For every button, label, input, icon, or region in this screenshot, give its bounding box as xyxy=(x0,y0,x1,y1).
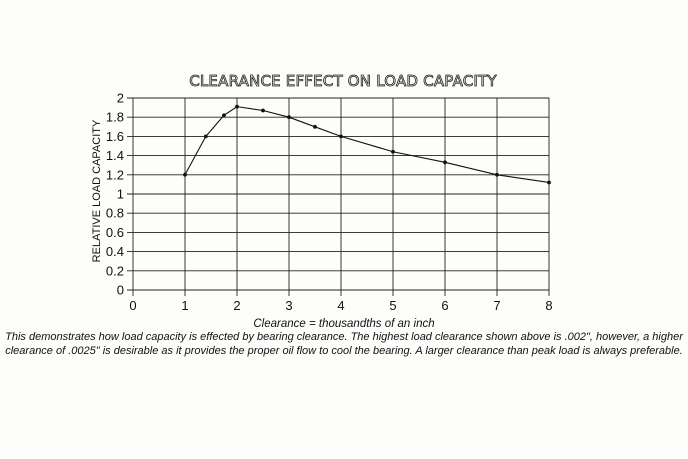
y-tick-labels: 0 0.2 0.4 0.6 0.8 1 1.2 1.4 1.6 1.8 2 xyxy=(106,91,124,298)
y-tick-label: 1.6 xyxy=(106,129,124,144)
series-line xyxy=(184,106,550,184)
y-tick-label: 2 xyxy=(117,91,124,106)
x-tick-label: 8 xyxy=(545,298,552,313)
x-tick-label: 5 xyxy=(389,298,396,313)
x-tick-label: 4 xyxy=(337,298,344,313)
x-tick-label: 3 xyxy=(285,298,292,313)
grid xyxy=(127,97,550,296)
data-point xyxy=(222,113,226,118)
data-point xyxy=(261,108,265,113)
chart-title: CLEARANCE EFFECT ON LOAD CAPACITY xyxy=(189,72,497,90)
data-point xyxy=(183,172,187,177)
y-axis-label: RELATIVE LOAD CAPACITY xyxy=(91,119,103,262)
series-group xyxy=(183,104,551,185)
data-point xyxy=(339,134,343,139)
x-tick-label: 0 xyxy=(129,298,136,313)
y-tick-label: 0.6 xyxy=(106,225,124,240)
y-tick-label: 0.4 xyxy=(106,244,124,259)
x-tick-label: 6 xyxy=(441,298,448,313)
data-point xyxy=(495,172,499,177)
data-point xyxy=(203,134,208,139)
y-tick-label: 1.8 xyxy=(106,110,124,125)
x-tick-label: 2 xyxy=(233,298,240,313)
x-tick-labels: 0 1 2 3 4 5 6 7 8 xyxy=(129,298,552,313)
x-axis-label: Clearance = thousandths of an inch xyxy=(253,318,435,330)
y-tick-label: 0.2 xyxy=(106,263,124,278)
x-tick-label: 7 xyxy=(493,298,500,313)
data-point xyxy=(391,149,395,154)
data-point xyxy=(547,180,551,185)
y-tick-label: 1.2 xyxy=(106,167,124,182)
data-point xyxy=(287,115,291,120)
caption: This demonstrates how load capacity is e… xyxy=(5,331,683,357)
y-tick-label: 0 xyxy=(117,283,124,298)
y-tick-label: 1 xyxy=(117,187,124,202)
y-tick-label: 1.4 xyxy=(106,148,124,163)
x-tick-label: 1 xyxy=(181,298,188,313)
data-point xyxy=(235,104,239,109)
data-point xyxy=(443,160,447,165)
data-point xyxy=(313,124,317,129)
y-tick-label: 0.8 xyxy=(106,206,124,221)
